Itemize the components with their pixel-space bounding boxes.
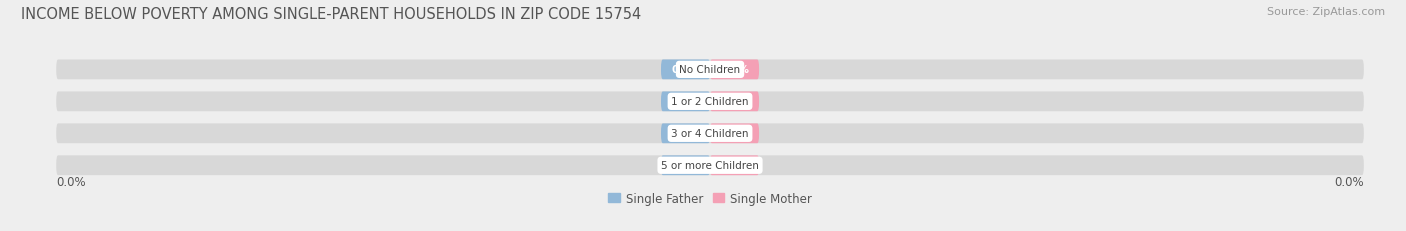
- Text: 3 or 4 Children: 3 or 4 Children: [671, 129, 749, 139]
- Text: 0.0%: 0.0%: [671, 129, 700, 139]
- FancyBboxPatch shape: [710, 156, 759, 175]
- Text: 0.0%: 0.0%: [56, 176, 86, 188]
- Text: 0.0%: 0.0%: [671, 161, 700, 170]
- Text: 0.0%: 0.0%: [720, 161, 749, 170]
- Text: 0.0%: 0.0%: [720, 129, 749, 139]
- FancyBboxPatch shape: [661, 156, 710, 175]
- Text: 0.0%: 0.0%: [671, 97, 700, 107]
- Text: INCOME BELOW POVERTY AMONG SINGLE-PARENT HOUSEHOLDS IN ZIP CODE 15754: INCOME BELOW POVERTY AMONG SINGLE-PARENT…: [21, 7, 641, 22]
- FancyBboxPatch shape: [661, 124, 710, 144]
- Text: 0.0%: 0.0%: [720, 97, 749, 107]
- FancyBboxPatch shape: [710, 124, 759, 144]
- Text: 0.0%: 0.0%: [720, 65, 749, 75]
- FancyBboxPatch shape: [56, 124, 1364, 144]
- FancyBboxPatch shape: [56, 156, 1364, 175]
- Text: 5 or more Children: 5 or more Children: [661, 161, 759, 170]
- FancyBboxPatch shape: [661, 60, 710, 80]
- Text: 0.0%: 0.0%: [671, 65, 700, 75]
- Text: 1 or 2 Children: 1 or 2 Children: [671, 97, 749, 107]
- Text: Source: ZipAtlas.com: Source: ZipAtlas.com: [1267, 7, 1385, 17]
- Text: No Children: No Children: [679, 65, 741, 75]
- FancyBboxPatch shape: [661, 92, 710, 112]
- Legend: Single Father, Single Mother: Single Father, Single Mother: [603, 187, 817, 209]
- Text: 0.0%: 0.0%: [1334, 176, 1364, 188]
- FancyBboxPatch shape: [710, 60, 759, 80]
- FancyBboxPatch shape: [56, 92, 1364, 112]
- FancyBboxPatch shape: [710, 92, 759, 112]
- FancyBboxPatch shape: [56, 60, 1364, 80]
